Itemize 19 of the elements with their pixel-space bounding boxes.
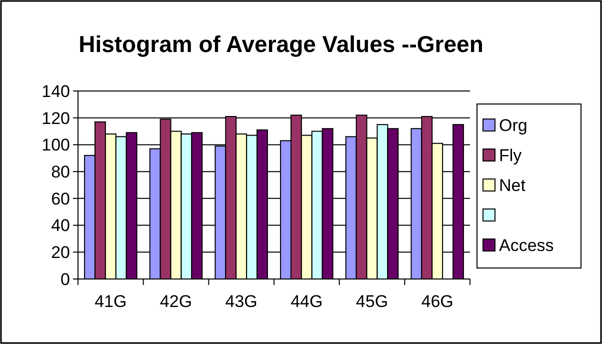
legend-label: Net bbox=[499, 176, 526, 195]
y-tick-label: 60 bbox=[51, 189, 70, 208]
x-tick-label: 46G bbox=[421, 292, 454, 311]
y-tick-label: 0 bbox=[60, 270, 70, 289]
legend-label: Fly bbox=[499, 146, 522, 165]
x-tick-label: 42G bbox=[160, 292, 192, 311]
x-tick-label: 45G bbox=[356, 292, 388, 311]
y-tick-label: 40 bbox=[51, 216, 70, 236]
x-tick-label: 41G bbox=[94, 292, 127, 311]
legend-label: Access bbox=[499, 236, 554, 255]
y-tick-label: 120 bbox=[42, 108, 70, 128]
chart-title: Histogram of Average Values --Green bbox=[78, 31, 484, 57]
y-tick-label: 100 bbox=[42, 136, 70, 155]
y-tick-label: 140 bbox=[42, 82, 70, 101]
y-tick-label: 80 bbox=[51, 162, 70, 182]
x-tick-label: 43G bbox=[225, 292, 258, 311]
x-tick-label: 44G bbox=[290, 292, 323, 311]
legend-label: Org bbox=[499, 116, 528, 135]
y-tick-label: 20 bbox=[51, 243, 70, 262]
